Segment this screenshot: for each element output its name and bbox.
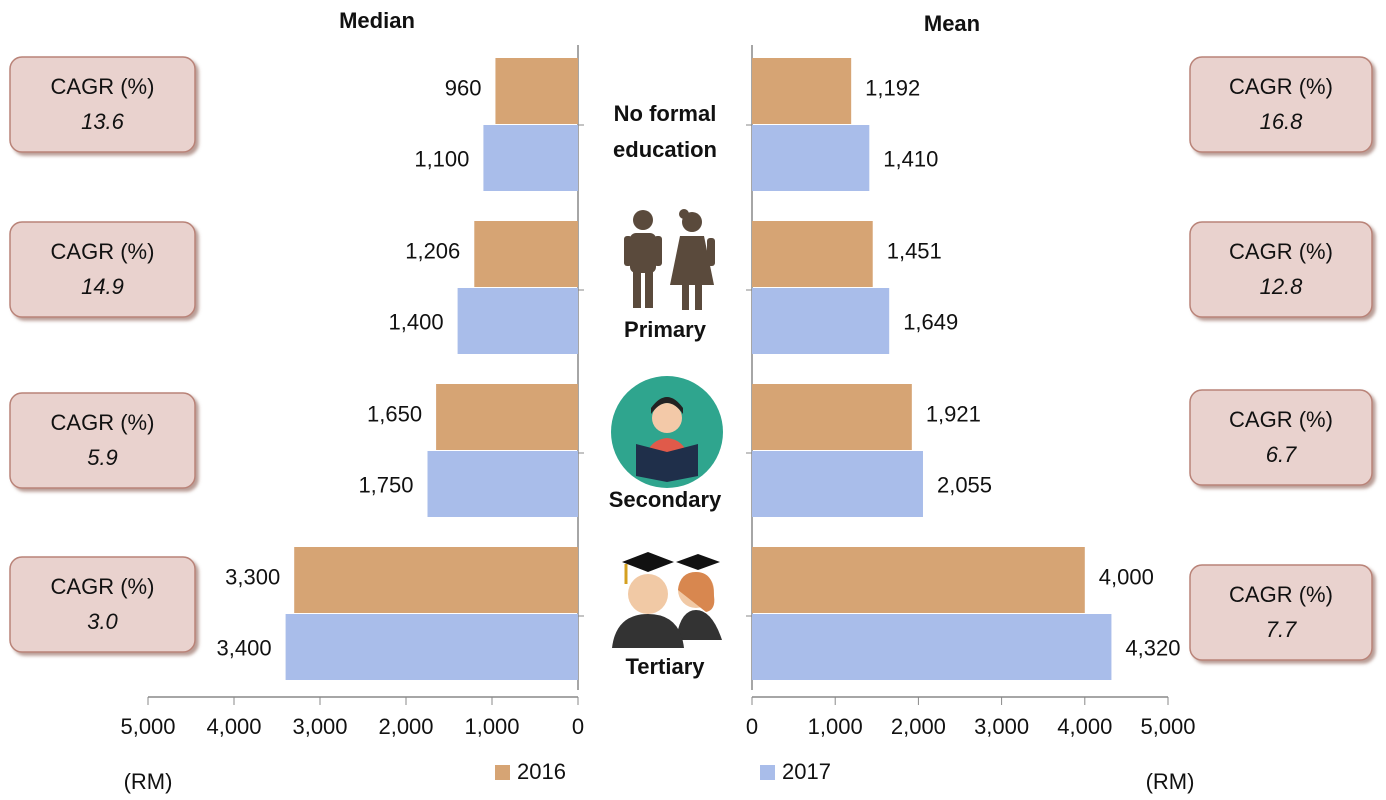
cagr-value: 3.0 bbox=[87, 609, 118, 634]
value-label: 1,649 bbox=[903, 309, 958, 334]
panel-title: Mean bbox=[924, 11, 980, 36]
legend-label: 2017 bbox=[782, 759, 831, 784]
value-label: 1,192 bbox=[865, 75, 920, 100]
cagr-label: CAGR (%) bbox=[1229, 582, 1333, 607]
bar bbox=[752, 384, 912, 450]
bar bbox=[483, 125, 578, 191]
x-tick-label: 3,000 bbox=[974, 714, 1029, 739]
category-label: Secondary bbox=[590, 482, 740, 518]
secondary-icon bbox=[611, 376, 723, 488]
axis-unit: (RM) bbox=[124, 769, 173, 794]
cagr-box bbox=[1190, 222, 1372, 317]
legend-swatch bbox=[495, 765, 510, 780]
x-tick-label: 2,000 bbox=[891, 714, 946, 739]
bar bbox=[752, 614, 1111, 680]
cagr-value: 16.8 bbox=[1260, 109, 1304, 134]
x-tick-label: 5,000 bbox=[120, 714, 175, 739]
cagr-box bbox=[1190, 57, 1372, 152]
value-label: 3,400 bbox=[217, 635, 272, 660]
bar bbox=[752, 58, 851, 124]
panel-title: Median bbox=[339, 8, 415, 33]
value-label: 1,410 bbox=[883, 146, 938, 171]
value-label: 4,000 bbox=[1099, 564, 1154, 589]
value-label: 1,921 bbox=[926, 401, 981, 426]
cagr-value: 13.6 bbox=[81, 109, 125, 134]
cagr-box bbox=[10, 57, 195, 152]
x-tick-label: 4,000 bbox=[1057, 714, 1112, 739]
bar bbox=[428, 451, 579, 517]
x-tick-label: 0 bbox=[746, 714, 758, 739]
x-tick-label: 4,000 bbox=[206, 714, 261, 739]
cagr-label: CAGR (%) bbox=[1229, 407, 1333, 432]
value-label: 4,320 bbox=[1125, 635, 1180, 660]
page: Median 5,000 4,000 3,000 2,000 1,000 0 (RM) 960 1… bbox=[0, 0, 1386, 800]
value-label: 1,750 bbox=[358, 472, 413, 497]
category-label: No formal education bbox=[600, 96, 730, 168]
bar bbox=[752, 451, 923, 517]
legend-swatch bbox=[760, 765, 775, 780]
x-tick-label: 1,000 bbox=[808, 714, 863, 739]
cagr-label: CAGR (%) bbox=[51, 239, 155, 264]
cagr-label: CAGR (%) bbox=[51, 410, 155, 435]
cagr-box bbox=[10, 393, 195, 488]
bar bbox=[752, 288, 889, 354]
x-tick-label: 3,000 bbox=[292, 714, 347, 739]
value-label: 1,100 bbox=[414, 146, 469, 171]
x-tick-label: 2,000 bbox=[378, 714, 433, 739]
cagr-label: CAGR (%) bbox=[1229, 239, 1333, 264]
x-tick-label: 5,000 bbox=[1140, 714, 1195, 739]
value-label: 1,451 bbox=[887, 238, 942, 263]
cagr-box bbox=[1190, 390, 1372, 485]
primary-icon bbox=[624, 209, 715, 310]
value-label: 3,300 bbox=[225, 564, 280, 589]
value-label: 1,400 bbox=[389, 309, 444, 334]
value-label: 2,055 bbox=[937, 472, 992, 497]
bar bbox=[474, 221, 578, 287]
bar bbox=[286, 614, 578, 680]
cagr-box bbox=[10, 557, 195, 652]
bar bbox=[752, 547, 1085, 613]
value-label: 1,650 bbox=[367, 401, 422, 426]
x-tick-label: 0 bbox=[572, 714, 584, 739]
cagr-box bbox=[1190, 565, 1372, 660]
bar bbox=[294, 547, 578, 613]
cagr-value: 7.7 bbox=[1266, 617, 1297, 642]
value-label: 960 bbox=[445, 75, 482, 100]
cagr-label: CAGR (%) bbox=[1229, 74, 1333, 99]
axis-unit: (RM) bbox=[1146, 769, 1195, 794]
cagr-value: 14.9 bbox=[81, 274, 124, 299]
x-tick-label: 1,000 bbox=[464, 714, 519, 739]
value-label: 1,206 bbox=[405, 238, 460, 263]
cagr-value: 6.7 bbox=[1266, 442, 1297, 467]
cagr-value: 5.9 bbox=[87, 445, 118, 470]
category-label: Primary bbox=[590, 312, 740, 348]
tertiary-icon bbox=[612, 552, 722, 648]
bar bbox=[495, 58, 578, 124]
bar bbox=[436, 384, 578, 450]
category-label: Tertiary bbox=[590, 649, 740, 685]
cagr-value: 12.8 bbox=[1260, 274, 1304, 299]
bar bbox=[752, 125, 869, 191]
cagr-label: CAGR (%) bbox=[51, 74, 155, 99]
bar bbox=[752, 221, 873, 287]
bar bbox=[458, 288, 578, 354]
cagr-box bbox=[10, 222, 195, 317]
legend-label: 2016 bbox=[517, 759, 566, 784]
cagr-label: CAGR (%) bbox=[51, 574, 155, 599]
